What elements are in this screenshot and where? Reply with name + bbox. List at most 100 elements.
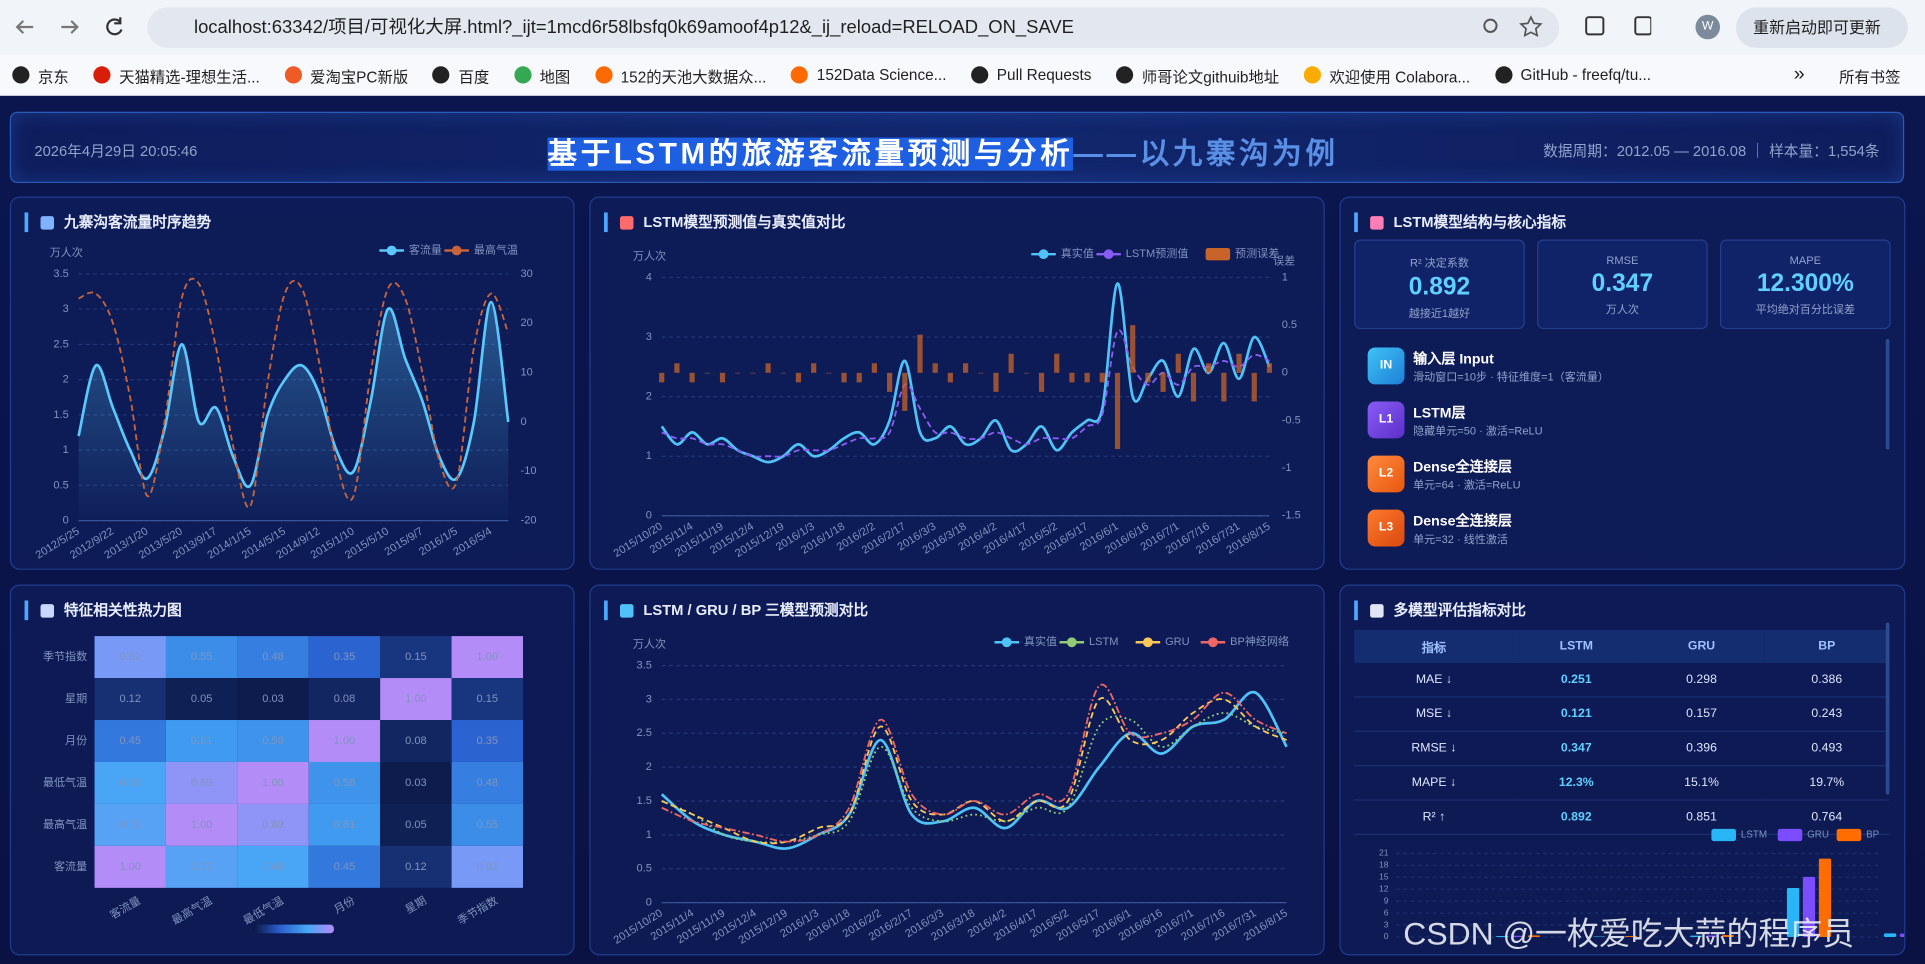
bookmark-icon [594, 66, 613, 84]
layer-name: Dense全连接层 [1413, 514, 1512, 530]
heatmap-cell [94, 845, 166, 888]
bookmark[interactable]: 百度 [432, 63, 490, 86]
heatmap-cell [451, 678, 524, 721]
watermark: CSDN @一枚爱吃大蒜的程序员 [1403, 914, 1855, 952]
zoom-icon[interactable] [1483, 18, 1498, 33]
error-bar [735, 372, 741, 374]
bookmark[interactable]: 欢迎使用 Colabora... [1303, 63, 1470, 86]
address-bar[interactable]: localhost:63342/项目/可视化大屏.html?_ijt=1mcd6… [147, 7, 1560, 48]
y-tick-label: 2 [646, 391, 652, 403]
bookmark[interactable]: 京东 [12, 63, 69, 86]
layer-item: IN 输入层 Input 滑动窗口=10步 · 特征维度=1（客流量） [1367, 345, 1859, 389]
heatmap-cell [237, 845, 309, 888]
error-bar [1023, 372, 1029, 374]
star-icon[interactable] [1519, 15, 1543, 38]
metric-label: RMSE [1606, 254, 1639, 267]
forward-button[interactable] [61, 20, 79, 34]
bar [1883, 933, 1897, 937]
series-area [78, 302, 509, 521]
url-text: localhost:63342/项目/可视化大屏.html?_ijt=1mcd6… [193, 17, 1074, 39]
back-button[interactable] [15, 20, 34, 34]
table-row: MAE ↓ 0.251 0.298 0.386 [1354, 663, 1890, 698]
error-bar [1251, 372, 1257, 402]
table-row: R² ↑ 0.892 0.851 0.764 [1354, 800, 1890, 836]
panel-title-text: 九寨沟客流量时序趋势 [63, 213, 212, 231]
legend-dot [1208, 637, 1218, 648]
heatmap-cell [308, 720, 381, 762]
layer-badge: L1 [1367, 401, 1405, 439]
legend-label: 真实值 [1061, 246, 1094, 260]
bookmark[interactable]: Pull Requests [971, 66, 1091, 84]
cell-label: 0.48 [477, 777, 499, 789]
scrollbar[interactable] [1885, 338, 1890, 450]
bookmark[interactable]: 地图 [513, 63, 571, 86]
table-cell: RMSE ↓ [1354, 731, 1514, 767]
panel-title: LSTM模型预测值与真实值对比 [604, 212, 845, 233]
legend-label: LSTM预测值 [1126, 247, 1189, 260]
reload-button[interactable] [106, 17, 123, 36]
error-bar [1206, 363, 1212, 373]
table-cell: MAPE ↓ [1354, 765, 1514, 801]
heatmap-cell [94, 720, 166, 762]
heatmap-cell [237, 761, 309, 804]
bookmarks-more[interactable]: » [1793, 63, 1805, 85]
evaluation-table: 指标 LSTM GRU BP MAE ↓ 0.251 0.298 0.386 MSE ↓ 0.12… [1354, 629, 1890, 836]
legend-label: 真实值 [1024, 634, 1057, 648]
row-label: 季节指数 [43, 649, 87, 663]
update-button[interactable]: 重新启动即可更新 [1735, 7, 1908, 48]
extensions-icon[interactable] [1585, 16, 1605, 36]
y-tick-label: 15 [1379, 872, 1389, 882]
cell-label: 0.61 [334, 819, 356, 831]
profile-avatar[interactable]: W [1695, 14, 1721, 40]
heatmap-cell [237, 720, 309, 762]
models-chart: 00.511.522.533.5万人次2015/10/202015/11/420… [612, 634, 1290, 947]
error-bar [1160, 372, 1166, 392]
cell-label: 0.48 [262, 651, 284, 663]
error-bar [1145, 372, 1151, 383]
bookmark-label: 地图 [539, 68, 571, 86]
heatmap-cell [308, 678, 381, 721]
bookmark[interactable]: GitHub - freefq/tu... [1494, 66, 1651, 84]
column-label: 最低气温 [241, 893, 286, 927]
bookmark[interactable]: 师哥论文githuib地址 [1116, 63, 1279, 86]
browser-toolbar: localhost:63342/项目/可视化大屏.html?_ijt=1mcd6… [0, 0, 1925, 55]
y-tick-label: 1 [63, 444, 69, 456]
layer-item: L2 Dense全连接层 单元=64 · 激活=ReLU [1367, 453, 1859, 497]
cell-label: 1.00 [477, 651, 499, 663]
layer-desc: 单元=32 · 线性激活 [1413, 532, 1508, 546]
heatmap-cell [94, 803, 166, 846]
y-tick-label: 3 [646, 693, 652, 705]
error-bar [993, 372, 999, 392]
heatmap-cell [165, 761, 238, 804]
cell-label: 0.08 [334, 693, 356, 705]
all-bookmarks[interactable]: 所有书签 [1839, 68, 1901, 86]
table-cell: 0.121 [1513, 696, 1639, 732]
heatmap-cell [165, 636, 238, 679]
y2-tick-label: 10 [521, 366, 533, 378]
bookmark-label: 百度 [458, 68, 490, 86]
bookmark[interactable]: 152Data Science... [791, 66, 946, 84]
y-tick-label: 0.5 [637, 863, 652, 875]
metric-note: 万人次 [1605, 303, 1639, 316]
error-bar [674, 363, 680, 373]
table-cell: 0.298 [1638, 663, 1765, 698]
bookmark[interactable]: 爱淘宝PC新版 [284, 63, 408, 86]
bookmark[interactable]: 152的天池大数据众... [594, 63, 766, 86]
heatmap-cell [165, 845, 238, 888]
y-tick-label: 9 [1384, 895, 1389, 905]
datetime: 2026年4月29日 20:05:46 [34, 142, 198, 160]
y-tick-label: 12 [1379, 884, 1389, 894]
error-bar [1054, 353, 1060, 373]
y-tick-label: 6 [1384, 907, 1389, 917]
panel-title-text: LSTM / GRU / BP 三模型预测对比 [643, 601, 869, 619]
scrollbar[interactable] [1885, 622, 1890, 795]
cell-label: 0.03 [405, 777, 427, 789]
heatmap-cell [308, 845, 381, 888]
sidepanel-icon[interactable] [1634, 16, 1652, 36]
column-label: 最高气温 [169, 893, 214, 927]
legend-dot [1001, 637, 1012, 648]
metric-card: R² 决定系数 0.892 越接近1越好 [1354, 239, 1525, 330]
y-tick-label: 1.5 [53, 409, 68, 421]
bookmark[interactable]: 天猫精选-理想生活... [93, 63, 260, 86]
